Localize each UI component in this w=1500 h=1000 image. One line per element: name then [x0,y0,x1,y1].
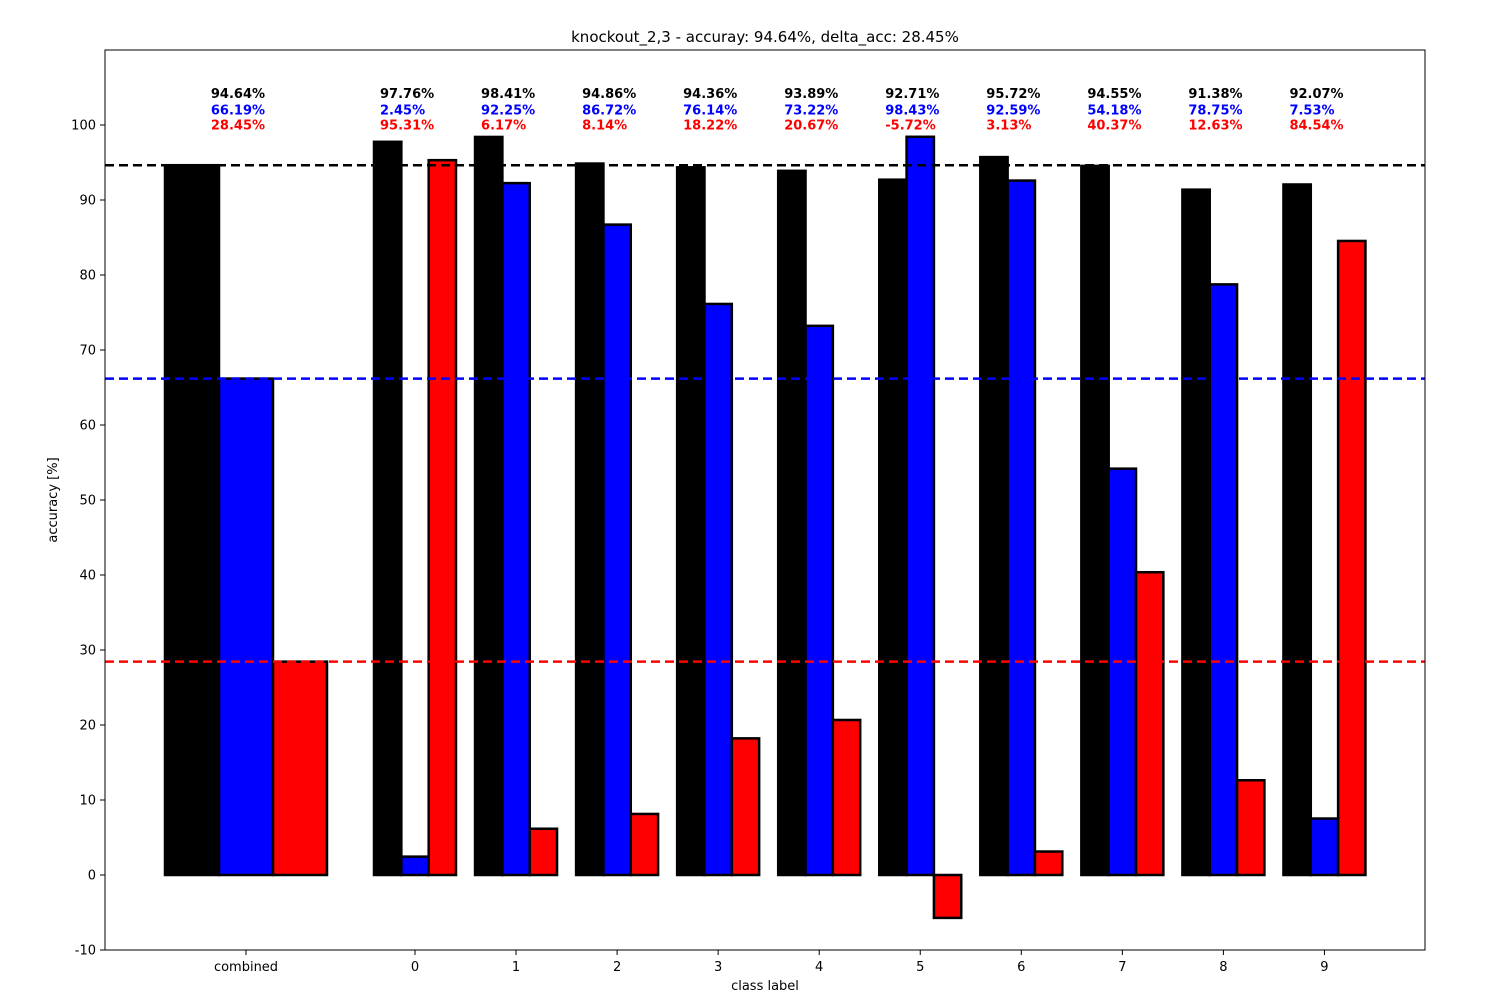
value-label-0-9: 92.07% [1289,87,1343,102]
value-label-1-0: 2.45% [380,104,425,119]
bar-series-0-4 [776,169,807,877]
bar-series-0-6 [979,155,1009,877]
value-label-2-4: 20.67% [784,119,838,134]
bar-series-1-4 [804,324,835,877]
y-tick-label-60: 60 [79,419,96,434]
value-label-2-combined: 28.45% [211,119,265,134]
value-label-2-5: -5.72% [885,119,936,134]
y-tick-label--10: -10 [75,944,96,959]
bars-layer [163,135,1367,920]
bar-series-2-8 [1235,779,1266,877]
value-label-1-6: 92.59% [986,104,1040,119]
chart-title: knockout_2,3 - accuray: 94.64%, delta_ac… [571,28,959,47]
bar-series-2-combined [271,660,329,877]
x-tick-label-0: 0 [411,960,419,975]
value-label-2-2: 8.14% [582,119,627,134]
bar-series-1-9 [1309,817,1340,877]
y-tick-label-30: 30 [79,644,96,659]
bar-series-1-8 [1208,283,1239,877]
bar-series-0-9 [1282,183,1313,877]
bar-series-0-8 [1181,188,1211,877]
bar-series-1-5 [905,135,936,877]
value-label-0-8: 91.38% [1188,87,1242,102]
bar-series-2-2 [629,812,660,877]
bar-series-2-3 [730,737,761,877]
y-tick-label-90: 90 [79,194,96,209]
value-label-0-3: 94.36% [683,87,737,102]
bar-series-0-5 [878,178,908,877]
x-tick-label-combined: combined [214,960,278,975]
value-labels: 94.64% 66.19%28.45% 97.76% 2.45%95.31% 98.41… [211,87,1344,134]
x-tick-label-1: 1 [512,960,520,975]
value-label-0-5: 92.71% [885,87,939,102]
bar-series-2-1 [528,827,559,877]
bar-series-1-combined [217,377,275,877]
x-tick-label-9: 9 [1320,960,1328,975]
bar-series-2-4 [831,718,862,877]
axes: -10 0 10 20 30 40 50 60 70 80 90 100 combined 0 1 2 3 4 5 6… [71,49,1426,975]
value-label-1-2: 86.72% [582,104,636,119]
bar-series-2-6 [1033,850,1064,877]
bar-series-1-6 [1006,179,1037,877]
bar-series-2-7 [1134,570,1165,877]
value-label-2-0: 95.31% [380,119,434,134]
bar-series-1-7 [1107,467,1138,877]
bar-series-0-7 [1080,164,1110,877]
y-tick-label-80: 80 [79,269,96,284]
y-tick-label-70: 70 [79,344,96,359]
x-tick-label-5: 5 [916,960,924,975]
value-label-1-1: 92.25% [481,104,535,119]
value-label-0-combined: 94.64% [211,87,265,102]
x-tick-label-6: 6 [1017,960,1025,975]
value-label-1-9: 7.53% [1289,104,1334,119]
bar-series-1-2 [602,223,633,877]
x-tick-label-2: 2 [613,960,621,975]
y-tick-label-20: 20 [79,719,96,734]
value-label-1-4: 73.22% [784,104,838,119]
bar-series-1-0 [400,855,430,877]
value-label-2-6: 3.13% [986,119,1031,134]
bar-series-2-0 [427,158,458,877]
bar-series-0-0 [372,140,403,877]
y-axis-label: accuracy [%] [46,457,61,542]
y-tick-label-100: 100 [71,119,96,134]
value-label-2-8: 12.63% [1188,119,1242,134]
value-label-1-3: 76.14% [683,104,737,119]
x-tick-label-7: 7 [1118,960,1126,975]
y-tick-label-0: 0 [88,869,96,884]
x-axis-label: class label [731,979,799,994]
value-label-1-5: 98.43% [885,104,939,119]
value-label-1-7: 54.18% [1087,104,1141,119]
value-label-2-3: 18.22% [683,119,737,134]
bar-series-2-5 [932,873,963,920]
value-label-1-combined: 66.19% [211,104,265,119]
value-label-2-9: 84.54% [1289,119,1343,134]
value-label-0-1: 98.41% [481,87,535,102]
bar-series-1-1 [501,181,531,877]
y-tick-label-10: 10 [79,794,96,809]
bar-series-2-9 [1336,239,1367,877]
y-tick-label-40: 40 [79,569,96,584]
x-tick-label-3: 3 [714,960,722,975]
bar-series-0-1 [473,135,504,877]
y-tick-label-50: 50 [79,494,96,509]
value-label-0-0: 97.76% [380,87,434,102]
value-label-0-6: 95.72% [986,87,1040,102]
bar-series-0-2 [574,162,605,877]
x-tick-label-8: 8 [1219,960,1227,975]
value-label-0-4: 93.89% [784,87,838,102]
value-label-1-8: 78.75% [1188,104,1242,119]
value-label-2-1: 6.17% [481,119,526,134]
reference-lines [105,163,1425,663]
value-label-2-7: 40.37% [1087,119,1141,134]
value-label-0-7: 94.55% [1087,87,1141,102]
bar-series-0-combined [163,163,221,877]
bar-series-0-3 [675,166,706,877]
bar-series-1-3 [703,302,734,877]
value-label-0-2: 94.86% [582,87,636,102]
x-tick-label-4: 4 [815,960,823,975]
